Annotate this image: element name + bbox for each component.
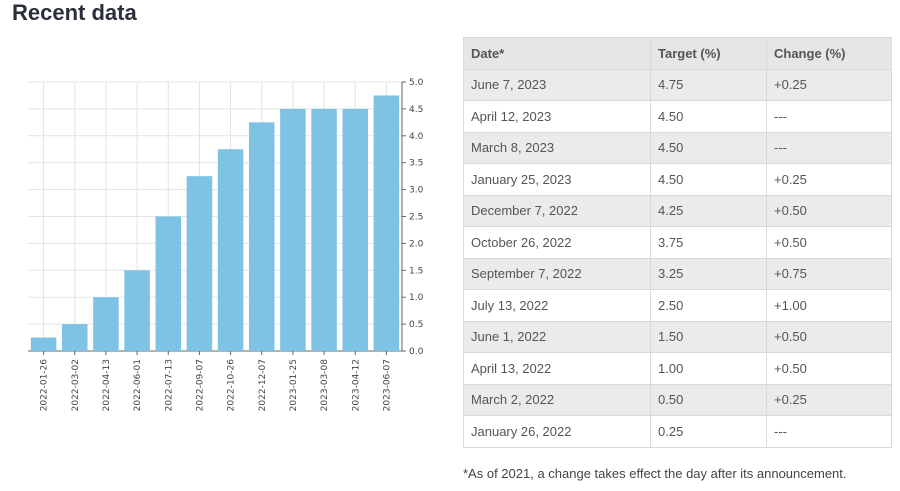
cell-target: 4.75 — [650, 68, 767, 101]
bar — [280, 108, 306, 352]
y-tick-label: 3.0 — [409, 186, 424, 196]
bar — [248, 122, 275, 351]
header-change: Change (%) — [766, 37, 892, 70]
cell-target: 4.50 — [650, 163, 767, 196]
x-tick-label: 2022-01-26 — [40, 359, 50, 412]
table-row: October 26, 2022 3.75 +0.50 — [463, 226, 892, 259]
y-tick-label: 0.0 — [409, 347, 424, 357]
x-tick-label: 2022-07-13 — [164, 359, 174, 411]
x-tick-label: 2022-10-26 — [227, 359, 237, 412]
table-row: July 13, 2022 2.50 +1.00 — [463, 289, 892, 322]
cell-target: 2.50 — [650, 289, 767, 322]
x-tick-label: 2023-06-07 — [382, 359, 392, 411]
cell-target: 1.50 — [650, 320, 767, 353]
cell-change: +0.50 — [766, 320, 892, 353]
x-tick-label: 2023-04-12 — [351, 359, 361, 411]
cell-target: 3.25 — [650, 257, 767, 290]
bar — [155, 216, 182, 351]
cell-date: April 12, 2023 — [463, 100, 651, 133]
cell-change: --- — [766, 415, 892, 448]
cell-target: 1.00 — [650, 352, 767, 385]
header-target: Target (%) — [650, 37, 767, 70]
rate-history-table: Date* Target (%) Change (%) June 7, 2023… — [463, 37, 892, 448]
cell-change: +0.25 — [766, 163, 892, 196]
cell-change: --- — [766, 100, 892, 133]
y-tick-label: 3.5 — [409, 159, 423, 169]
table-row: January 26, 2022 0.25 --- — [463, 415, 892, 448]
table-row: September 7, 2022 3.25 +0.75 — [463, 257, 892, 290]
x-tick-label: 2023-03-08 — [320, 359, 330, 412]
cell-change: +0.75 — [766, 257, 892, 290]
cell-target: 4.50 — [650, 100, 767, 133]
cell-date: September 7, 2022 — [463, 257, 651, 290]
y-tick-label: 4.5 — [409, 105, 423, 115]
cell-date: July 13, 2022 — [463, 289, 651, 322]
cell-change: +0.50 — [766, 352, 892, 385]
bar — [186, 176, 213, 351]
bar — [30, 337, 57, 351]
y-tick-label: 2.0 — [409, 239, 424, 249]
cell-date: June 1, 2022 — [463, 320, 651, 353]
footnote: *As of 2021, a change takes effect the d… — [463, 466, 847, 481]
policy-rate-bar-chart: 0.0 0.5 1.0 1.5 2.0 2.5 3.0 3.5 4.0 4.5 5.0 2022-01… — [28, 78, 424, 412]
x-tick-label: 2022-03-02 — [71, 359, 81, 411]
y-tick-label: 1.0 — [409, 293, 424, 303]
cell-date: March 2, 2022 — [463, 383, 651, 416]
table-row: June 7, 2023 4.75 +0.25 — [463, 68, 892, 101]
y-tick-label: 0.5 — [409, 320, 423, 330]
bar — [373, 95, 400, 351]
x-tick-label: 2022-12-07 — [258, 359, 268, 411]
cell-date: October 26, 2022 — [463, 226, 651, 259]
cell-date: January 25, 2023 — [463, 163, 651, 196]
cell-date: June 7, 2023 — [463, 68, 651, 101]
cell-date: March 8, 2023 — [463, 131, 651, 164]
cell-target: 0.50 — [650, 383, 767, 416]
table-header-row: Date* Target (%) Change (%) — [463, 37, 892, 70]
table-row: April 12, 2023 4.50 --- — [463, 100, 892, 133]
x-tick-label: 2022-09-07 — [195, 359, 205, 411]
table-row: June 1, 2022 1.50 +0.50 — [463, 320, 892, 353]
cell-date: December 7, 2022 — [463, 194, 651, 227]
cell-change: +1.00 — [766, 289, 892, 322]
cell-target: 4.25 — [650, 194, 767, 227]
bar — [217, 149, 244, 351]
bar — [311, 108, 337, 352]
y-tick-label: 5.0 — [409, 78, 424, 88]
cell-target: 4.50 — [650, 131, 767, 164]
cell-date: April 13, 2022 — [463, 352, 651, 385]
page-title: Recent data — [12, 0, 137, 25]
cell-change: +0.50 — [766, 226, 892, 259]
table-row: January 25, 2023 4.50 +0.25 — [463, 163, 892, 196]
y-tick-label: 1.5 — [409, 266, 423, 276]
table-row: March 8, 2023 4.50 --- — [463, 131, 892, 164]
header-date: Date* — [463, 37, 651, 70]
x-tick-label: 2023-01-25 — [289, 359, 299, 411]
cell-date: January 26, 2022 — [463, 415, 651, 448]
bar — [61, 324, 88, 351]
cell-target: 0.25 — [650, 415, 767, 448]
x-tick-label: 2022-04-13 — [102, 359, 112, 411]
cell-change: --- — [766, 131, 892, 164]
cell-change: +0.25 — [766, 383, 892, 416]
x-tick-label: 2022-06-01 — [133, 359, 143, 411]
bar — [124, 270, 150, 351]
table-row: April 13, 2022 1.00 +0.50 — [463, 352, 892, 385]
cell-target: 3.75 — [650, 226, 767, 259]
table-row: March 2, 2022 0.50 +0.25 — [463, 383, 892, 416]
cell-change: +0.50 — [766, 194, 892, 227]
y-tick-label: 4.0 — [409, 132, 424, 142]
y-tick-label: 2.5 — [409, 213, 423, 223]
table-row: December 7, 2022 4.25 +0.50 — [463, 194, 892, 227]
bar — [93, 297, 119, 351]
bar — [342, 108, 369, 352]
cell-change: +0.25 — [766, 68, 892, 101]
